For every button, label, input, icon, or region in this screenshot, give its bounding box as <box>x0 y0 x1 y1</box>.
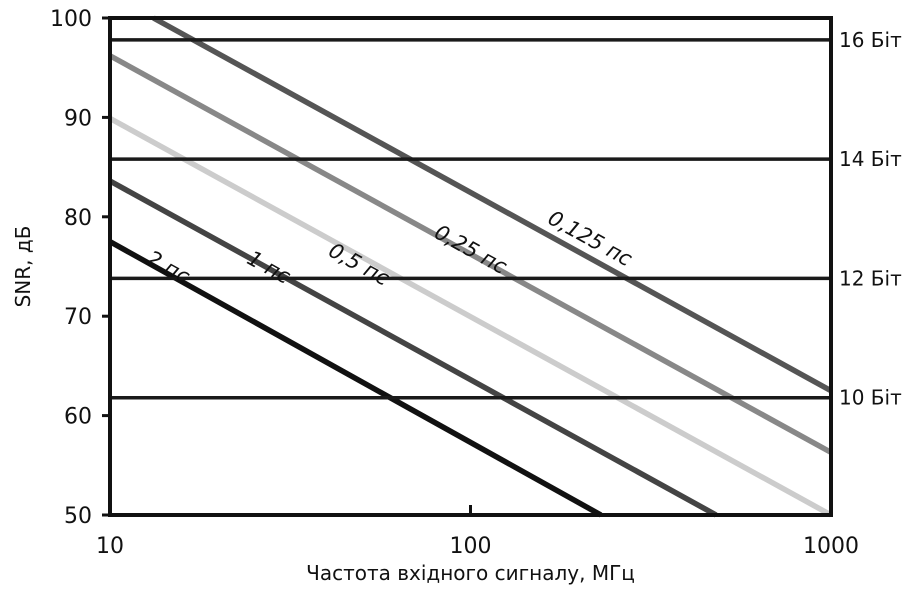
x-axis-title: Частота вхідного сигналу, МГц <box>306 561 635 585</box>
y-axis-title: SNR, дБ <box>11 226 35 308</box>
reference-label-14-біт: 14 Біт <box>839 147 902 171</box>
series-line-1-пс <box>108 178 718 518</box>
reference-label-10-біт: 10 Біт <box>839 386 902 410</box>
series-line-0-5-пс <box>108 115 833 518</box>
reference-layer <box>110 38 831 400</box>
series-line-2-пс <box>108 239 603 518</box>
reference-label-12-біт: 12 Біт <box>839 266 902 290</box>
y-tick-label-80: 80 <box>64 206 92 231</box>
series-layer <box>108 15 833 518</box>
series-line-0-125-пс <box>152 15 833 394</box>
y-tick-label-70: 70 <box>64 305 92 330</box>
reference-label-16-біт: 16 Біт <box>839 28 902 52</box>
y-tick-label-60: 60 <box>64 405 92 430</box>
y-tick-label-100: 100 <box>50 7 92 32</box>
plot-background <box>110 18 831 515</box>
plot-layer <box>110 18 831 515</box>
axis-layer <box>102 16 833 517</box>
series-line-0-25-пс <box>108 53 833 455</box>
x-tick-label-1000: 1000 <box>803 534 859 559</box>
x-tick-label-10: 10 <box>96 534 124 559</box>
y-tick-label-50: 50 <box>64 504 92 529</box>
x-tick-label-100: 100 <box>450 534 492 559</box>
y-tick-label-90: 90 <box>64 106 92 131</box>
